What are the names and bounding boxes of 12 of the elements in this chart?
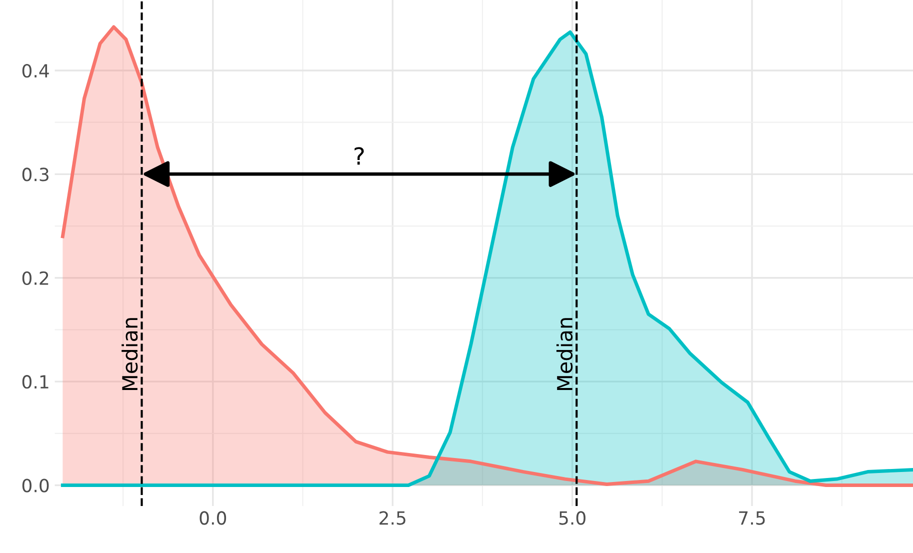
y-tick-label: 0.1	[22, 375, 48, 389]
ref-line-label: Median	[556, 318, 573, 390]
y-tick-label: 0.3	[22, 168, 48, 182]
y-tick-label: 0.0	[22, 478, 49, 492]
y-tick-label: 0.2	[22, 271, 48, 285]
x-tick-label: 2.5	[380, 511, 406, 525]
x-tick-label: 7.5	[739, 511, 765, 525]
x-tick-label: 5.0	[559, 511, 586, 525]
x-tick-label: 0.0	[200, 511, 226, 525]
ref-line-label: Median	[122, 318, 138, 390]
y-tick-label: 0.4	[22, 64, 49, 78]
annotation: ?	[354, 147, 364, 165]
